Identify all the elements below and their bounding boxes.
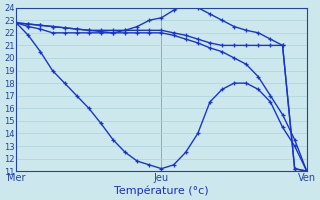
X-axis label: Température (°c): Température (°c) [114,185,209,196]
